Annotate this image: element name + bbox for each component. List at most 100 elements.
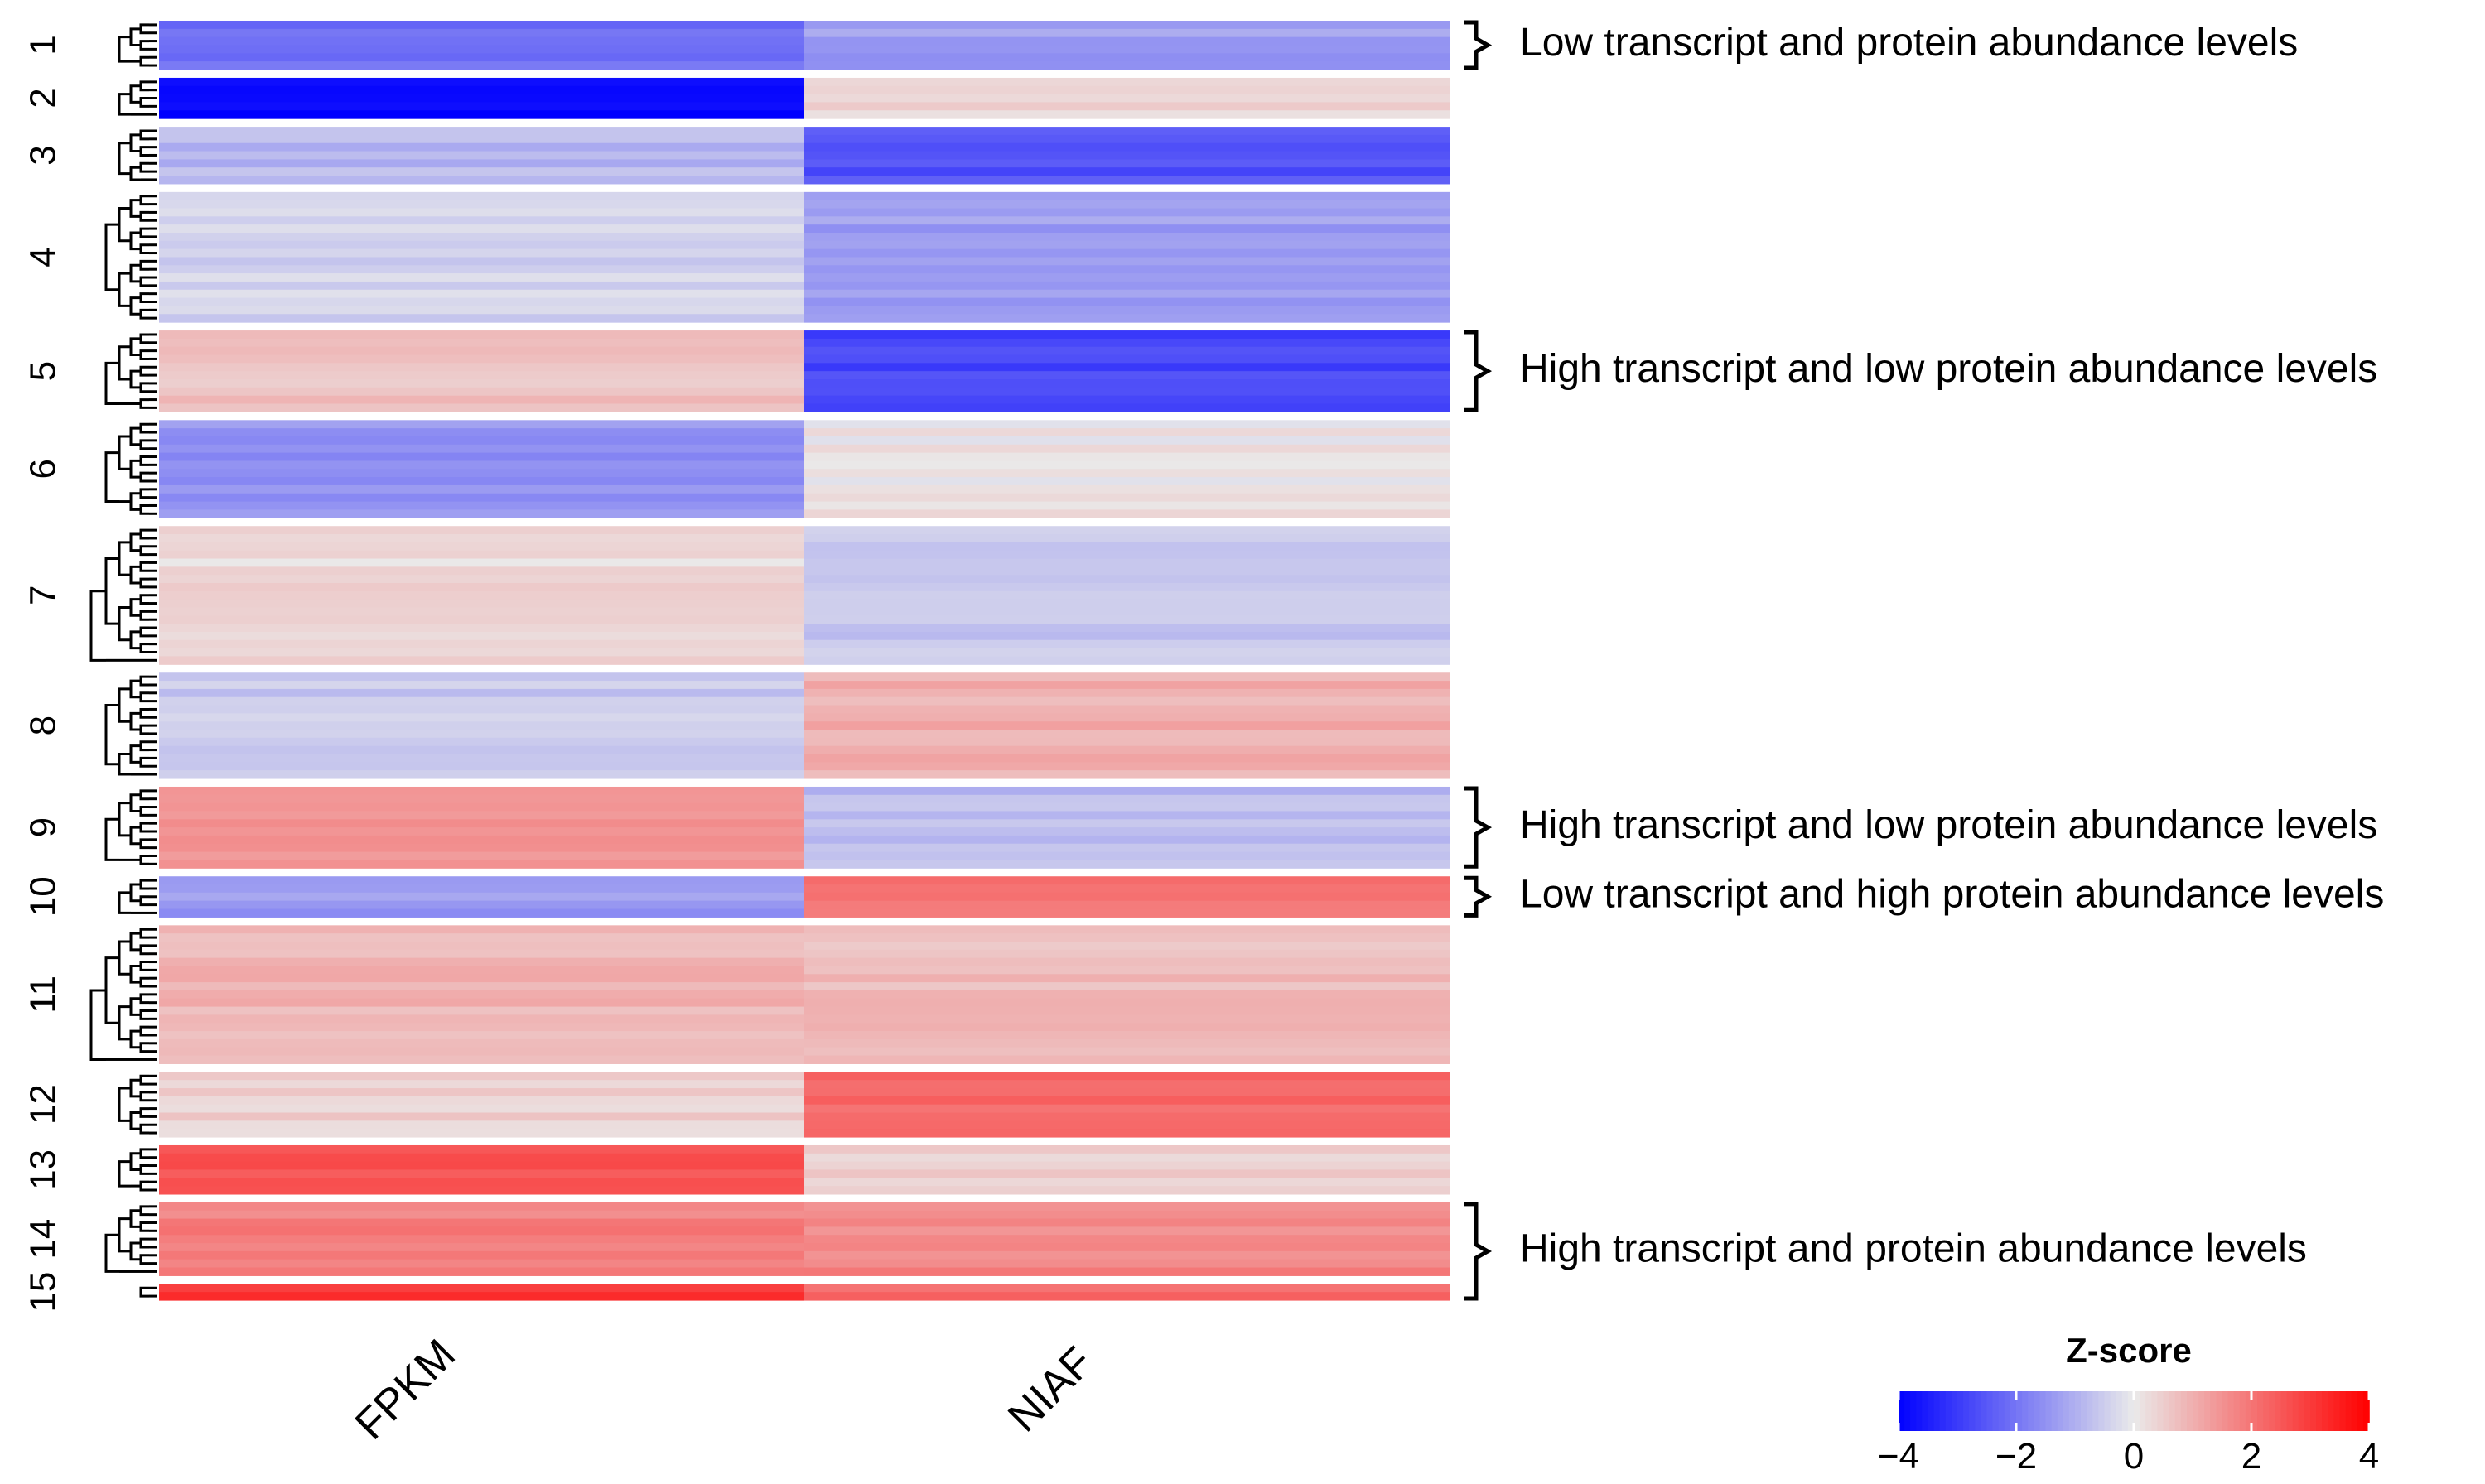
- dendrogram-link: [118, 1005, 131, 1041]
- heatmap-cell: [159, 534, 804, 543]
- heatmap-cell: [804, 1129, 1450, 1138]
- legend-color-step: [2068, 1391, 2076, 1431]
- legend-color-step: [2216, 1391, 2223, 1431]
- heatmap-cell: [159, 624, 804, 633]
- legend-color-step: [2233, 1391, 2241, 1431]
- heatmap-cell: [159, 1104, 804, 1114]
- heatmap-cell: [159, 851, 804, 860]
- legend-tick-label: 2: [2241, 1436, 2261, 1477]
- heatmap-cell: [804, 648, 1450, 658]
- heatmap-cell: [159, 860, 804, 869]
- dendrogram-link: [139, 1205, 149, 1217]
- heatmap-cell: [159, 28, 804, 38]
- dendrogram-link: [129, 27, 141, 46]
- legend-color-step: [2316, 1391, 2323, 1431]
- dendrogram-link: [139, 1221, 149, 1232]
- heatmap-cell: [159, 1080, 804, 1089]
- annotation-label: High transcript and low protein abundanc…: [1520, 347, 2377, 391]
- heatmap-cell: [804, 134, 1450, 144]
- dendrogram-branch: [104, 1205, 157, 1273]
- heatmap-cell: [804, 1250, 1450, 1260]
- heatmap-cell: [159, 428, 804, 437]
- heatmap-cell: [804, 721, 1450, 730]
- cluster-label: 6: [23, 459, 64, 479]
- heatmap-cell: [159, 1112, 804, 1121]
- annotation-label: High transcript and protein abundance le…: [1520, 1227, 2307, 1271]
- heatmap-cell: [159, 558, 804, 567]
- heatmap-cell: [159, 925, 804, 934]
- dendrogram-link: [139, 504, 149, 515]
- dendrogram-link: [129, 263, 141, 283]
- cluster-block: [159, 526, 1450, 665]
- heatmap-cell: [159, 273, 804, 282]
- heatmap-cell: [804, 575, 1450, 584]
- dendrogram-link: [118, 272, 131, 307]
- legend-color-step: [2116, 1391, 2123, 1431]
- heatmap-cell: [159, 110, 804, 119]
- dendrogram-link: [139, 1148, 149, 1159]
- heatmap-cell: [159, 966, 804, 975]
- legend-color-step: [1910, 1391, 1918, 1431]
- heatmap-cell: [804, 550, 1450, 560]
- heatmap-cell: [804, 1038, 1450, 1048]
- heatmap-cell: [804, 1243, 1450, 1252]
- heatmap-cell: [804, 770, 1450, 779]
- dendrogram-link: [118, 940, 131, 976]
- heatmap-cell: [804, 208, 1450, 217]
- legend-color-step: [2063, 1391, 2070, 1431]
- heatmap-cell: [804, 566, 1450, 576]
- heatmap-cell: [159, 900, 804, 910]
- dendrogram-link: [139, 993, 149, 1005]
- heatmap-cell: [159, 550, 804, 560]
- legend-color-step: [1928, 1391, 1935, 1431]
- dendrogram-link: [129, 532, 141, 552]
- row-dendrogram: [89, 23, 157, 1298]
- cluster-label: 8: [23, 716, 64, 735]
- heatmap-cell: [804, 615, 1450, 624]
- legend-color-step: [2127, 1391, 2135, 1431]
- legend-color-step: [2298, 1391, 2305, 1431]
- heatmap-cell: [804, 542, 1450, 552]
- heatmap-cell: [159, 85, 804, 95]
- legend-color-step: [2004, 1391, 2011, 1431]
- heatmap-cell: [804, 53, 1450, 62]
- heatmap-cell: [159, 191, 804, 201]
- legend-tick-label: 4: [2359, 1436, 2379, 1477]
- dendrogram-link: [118, 605, 131, 642]
- heatmap-cell: [159, 371, 804, 380]
- legend-color-step: [1963, 1391, 1970, 1431]
- dendrogram-link: [104, 361, 119, 405]
- dendrogram-link: [129, 964, 141, 984]
- heatmap-cell: [159, 127, 804, 136]
- heatmap-cell: [804, 1088, 1450, 1097]
- legend-color-step: [2193, 1391, 2199, 1431]
- heatmap-cell: [804, 1072, 1450, 1081]
- dendrogram-link: [139, 227, 149, 238]
- dendrogram-branch: [89, 928, 157, 1061]
- heatmap-cell: [159, 1259, 804, 1269]
- heatmap-cell: [159, 705, 804, 714]
- dendrogram-link: [139, 1091, 149, 1102]
- heatmap-cell: [804, 176, 1450, 185]
- heatmap-cell: [804, 314, 1450, 323]
- dendrogram-link: [139, 1286, 149, 1298]
- cluster-label: 3: [23, 145, 64, 165]
- heatmap-cell: [159, 387, 804, 397]
- dendrogram-link: [129, 1078, 141, 1098]
- heatmap-cell: [159, 672, 804, 682]
- heatmap-cell: [159, 982, 804, 991]
- heatmap-cell: [159, 566, 804, 576]
- heatmap-cell: [804, 484, 1450, 494]
- legend-color-step: [2345, 1391, 2352, 1431]
- dendrogram-link: [129, 598, 141, 617]
- dendrogram-link: [129, 793, 141, 812]
- legend-color-step: [2022, 1391, 2029, 1431]
- legend-color-step: [2269, 1391, 2276, 1431]
- heatmap-cell: [804, 582, 1450, 592]
- heatmap-cell: [159, 631, 804, 641]
- heatmap-cell: [159, 737, 804, 747]
- legend-color-step: [2304, 1391, 2311, 1431]
- heatmap-cell: [159, 835, 804, 845]
